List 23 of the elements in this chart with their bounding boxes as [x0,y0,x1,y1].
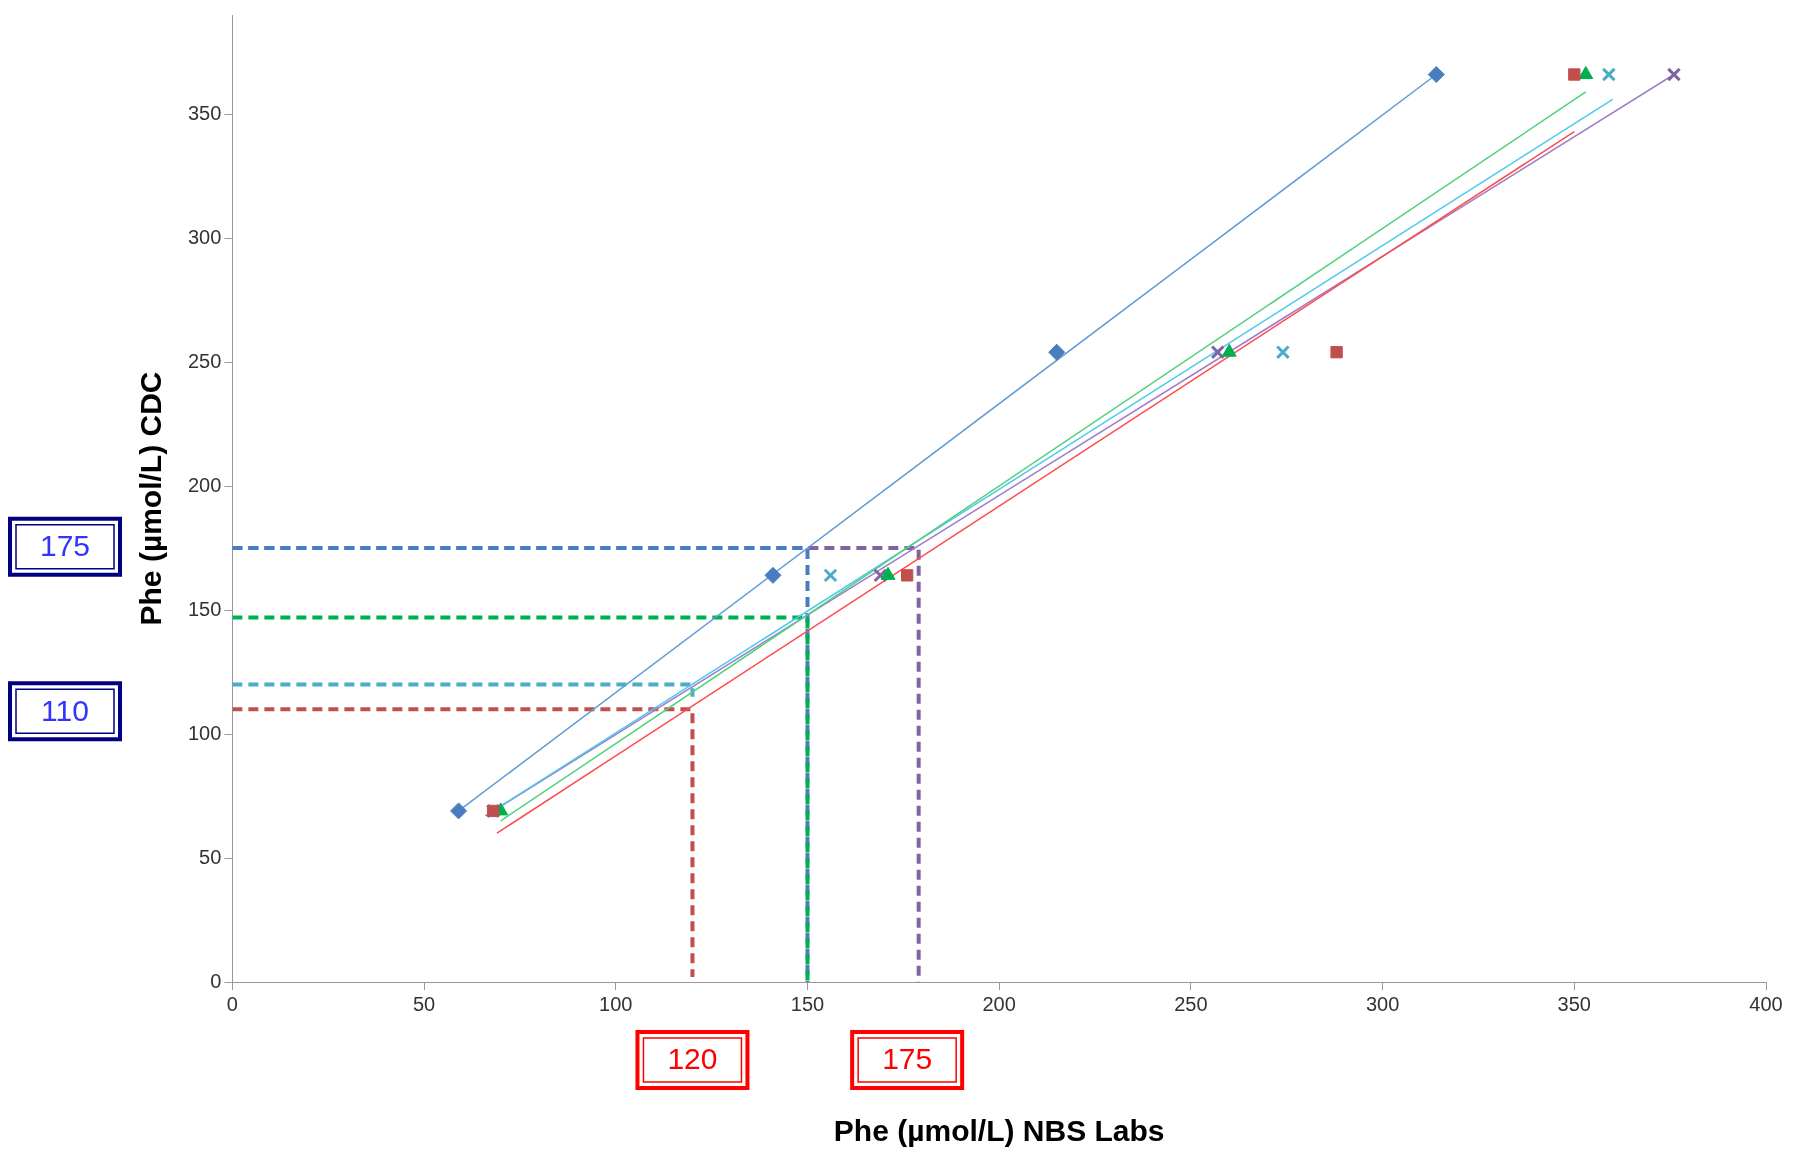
text: 175 [882,1042,933,1076]
x-tick-label: 200 [982,992,1016,1015]
x-tick-label: 50 [412,992,436,1015]
text: 120 [667,1042,718,1076]
y-tick-label: 350 [187,101,222,124]
y-axis-title: Phe (µmol/L) CDC [134,371,168,626]
y-tick-label: 150 [187,597,222,620]
x-tick-label: 400 [1749,992,1783,1015]
x-axis-title: Phe (µmol/L) NBS Labs [833,1114,1165,1148]
x-tick-label: 100 [599,992,633,1015]
x-tick-label: 350 [1557,992,1591,1015]
y-tick-label: 50 [199,845,222,868]
y-tick-label: 0 [210,969,222,992]
x-tick-label: 150 [790,992,825,1015]
y-tick-label: 200 [187,473,222,496]
y-tick-label: 300 [187,225,222,248]
x-tick-label: 300 [1365,992,1400,1015]
y-tick-label: 100 [187,721,222,744]
text: 175 [39,529,91,563]
x-tick-label: 250 [1174,992,1208,1015]
y-tick-label: 250 [187,349,222,372]
text: 110 [41,693,89,727]
x-tick-label: 0 [226,992,238,1015]
